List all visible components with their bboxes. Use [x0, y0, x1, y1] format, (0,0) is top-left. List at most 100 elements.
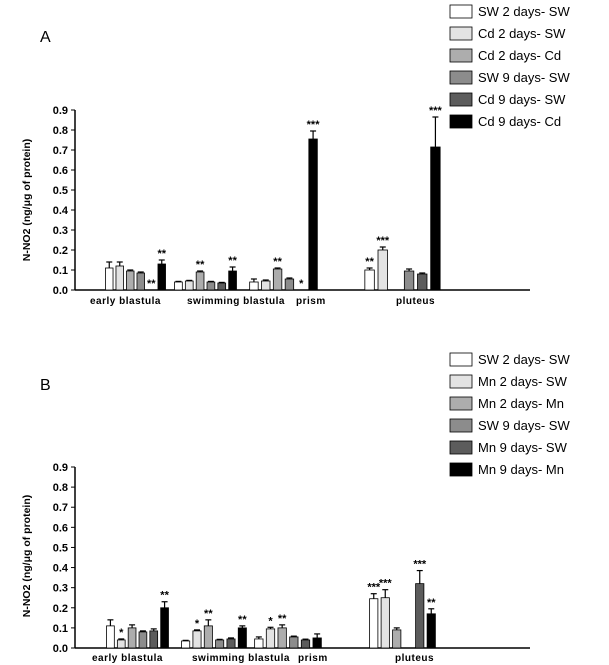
bar [364, 269, 375, 291]
bar [272, 268, 283, 291]
x-category-label: prism [296, 296, 326, 307]
y-tick-label: 0.4 [53, 205, 69, 217]
bar [254, 638, 264, 649]
x-category-label: prism [298, 653, 328, 664]
chart-a-svg: A 0.0 0.1 0.2 0.3 0.4 0.5 0.6 0.7 0.8 0.9 N-NO2 (ng… [21, 4, 570, 307]
bar [369, 598, 379, 649]
x-category-label: pluteus [396, 296, 435, 307]
bar [249, 281, 259, 291]
bar [228, 270, 237, 291]
significance-label: ** [204, 608, 213, 620]
legend-label: Cd 9 days- Cd [478, 114, 561, 129]
significance-label: *** [379, 578, 393, 590]
bar [115, 265, 124, 291]
significance-label: ** [228, 255, 237, 267]
bar [380, 597, 390, 649]
x-category-label: swimming blastula [187, 296, 285, 307]
legend-label: SW 2 days- SW [478, 352, 570, 367]
significance-label: * [195, 618, 200, 630]
significance-label: ** [160, 590, 169, 602]
significance-label: ** [147, 278, 156, 290]
bar [403, 270, 415, 291]
y-tick-label: 0.3 [53, 225, 68, 237]
significance-label: *** [367, 582, 381, 594]
legend-label: Mn 9 days- SW [478, 440, 568, 455]
y-tick-label: 0.7 [53, 502, 68, 514]
bar [377, 249, 388, 291]
bar [300, 639, 311, 649]
bar [127, 627, 137, 649]
bar [426, 613, 436, 649]
bar [277, 627, 287, 649]
significance-label: * [299, 278, 304, 290]
significance-label: ** [238, 614, 247, 626]
bar [138, 631, 148, 649]
legend-label: SW 2 days- SW [478, 4, 570, 19]
bar [136, 272, 145, 291]
legend-swatch [449, 4, 473, 19]
significance-label: *** [376, 235, 390, 247]
legend-label: Cd 2 days- SW [478, 26, 566, 41]
bar [392, 629, 402, 649]
y-tick-label: 0.3 [53, 583, 68, 595]
bar [106, 625, 115, 649]
y-tick-label: 0.0 [53, 285, 68, 297]
bar [284, 278, 295, 291]
significance-label: *** [429, 105, 443, 117]
x-category-label: swimming blastula [192, 653, 290, 664]
bar [184, 280, 194, 291]
bar [308, 138, 318, 291]
bar [149, 630, 159, 649]
y-tick-label: 0.0 [53, 643, 68, 655]
x-category-label: early blastula [92, 653, 163, 664]
bar [105, 267, 114, 291]
bar [116, 639, 126, 649]
significance-label: *** [413, 559, 427, 571]
chart-panel-b: B 0.0 0.1 0.2 0.3 0.4 0.5 0.6 0.7 0.8 0.9 N-NO2 (ng… [0, 330, 609, 665]
bar [217, 282, 227, 291]
bar [261, 280, 271, 291]
bar [206, 281, 216, 291]
bar [160, 607, 169, 649]
bar [430, 146, 441, 291]
bar [417, 273, 428, 291]
y-tick-label: 0.4 [53, 563, 69, 575]
legend-label: Mn 2 days- Mn [478, 396, 564, 411]
significance-label: *** [307, 119, 321, 131]
legend-label: Cd 2 days- Cd [478, 48, 561, 63]
legend-swatch [449, 440, 473, 455]
legend-swatch [449, 70, 473, 85]
bar [415, 583, 425, 649]
panel-label: A [40, 29, 51, 46]
legend-swatch [449, 352, 473, 367]
bar [181, 640, 191, 649]
x-category-label: early blastula [90, 296, 161, 307]
y-axis-label: N-NO2 (ng/μg of protein) [21, 139, 33, 262]
legend-label: Mn 2 days- SW [478, 374, 568, 389]
legend-swatch [449, 92, 473, 107]
y-axis-label: N-NO2 (ng/μg of protein) [21, 495, 33, 618]
chart-b-svg: B 0.0 0.1 0.2 0.3 0.4 0.5 0.6 0.7 0.8 0.9 N-NO2 (ng… [21, 352, 570, 664]
bar [265, 628, 276, 649]
legend-swatch [449, 48, 473, 63]
significance-label: ** [365, 256, 374, 268]
y-tick-label: 0.8 [53, 482, 68, 494]
significance-label: ** [157, 248, 166, 260]
bar [237, 627, 247, 649]
legend-swatch [449, 114, 473, 129]
legend-swatch [449, 396, 473, 411]
legend-swatch [449, 462, 473, 477]
legend-swatch [449, 374, 473, 389]
y-tick-label: 0.9 [53, 462, 68, 474]
significance-label: ** [278, 613, 287, 625]
legend-label: Mn 9 days- Mn [478, 462, 564, 477]
y-tick-label: 0.6 [53, 165, 68, 177]
y-tick-label: 0.1 [53, 623, 68, 635]
y-tick-label: 0.2 [53, 603, 68, 615]
bar [157, 263, 166, 291]
legend-label: SW 9 days- SW [478, 70, 570, 85]
legend-label: SW 9 days- SW [478, 418, 570, 433]
panel-label: B [40, 377, 51, 394]
bar [192, 630, 202, 649]
significance-label: * [119, 627, 124, 639]
